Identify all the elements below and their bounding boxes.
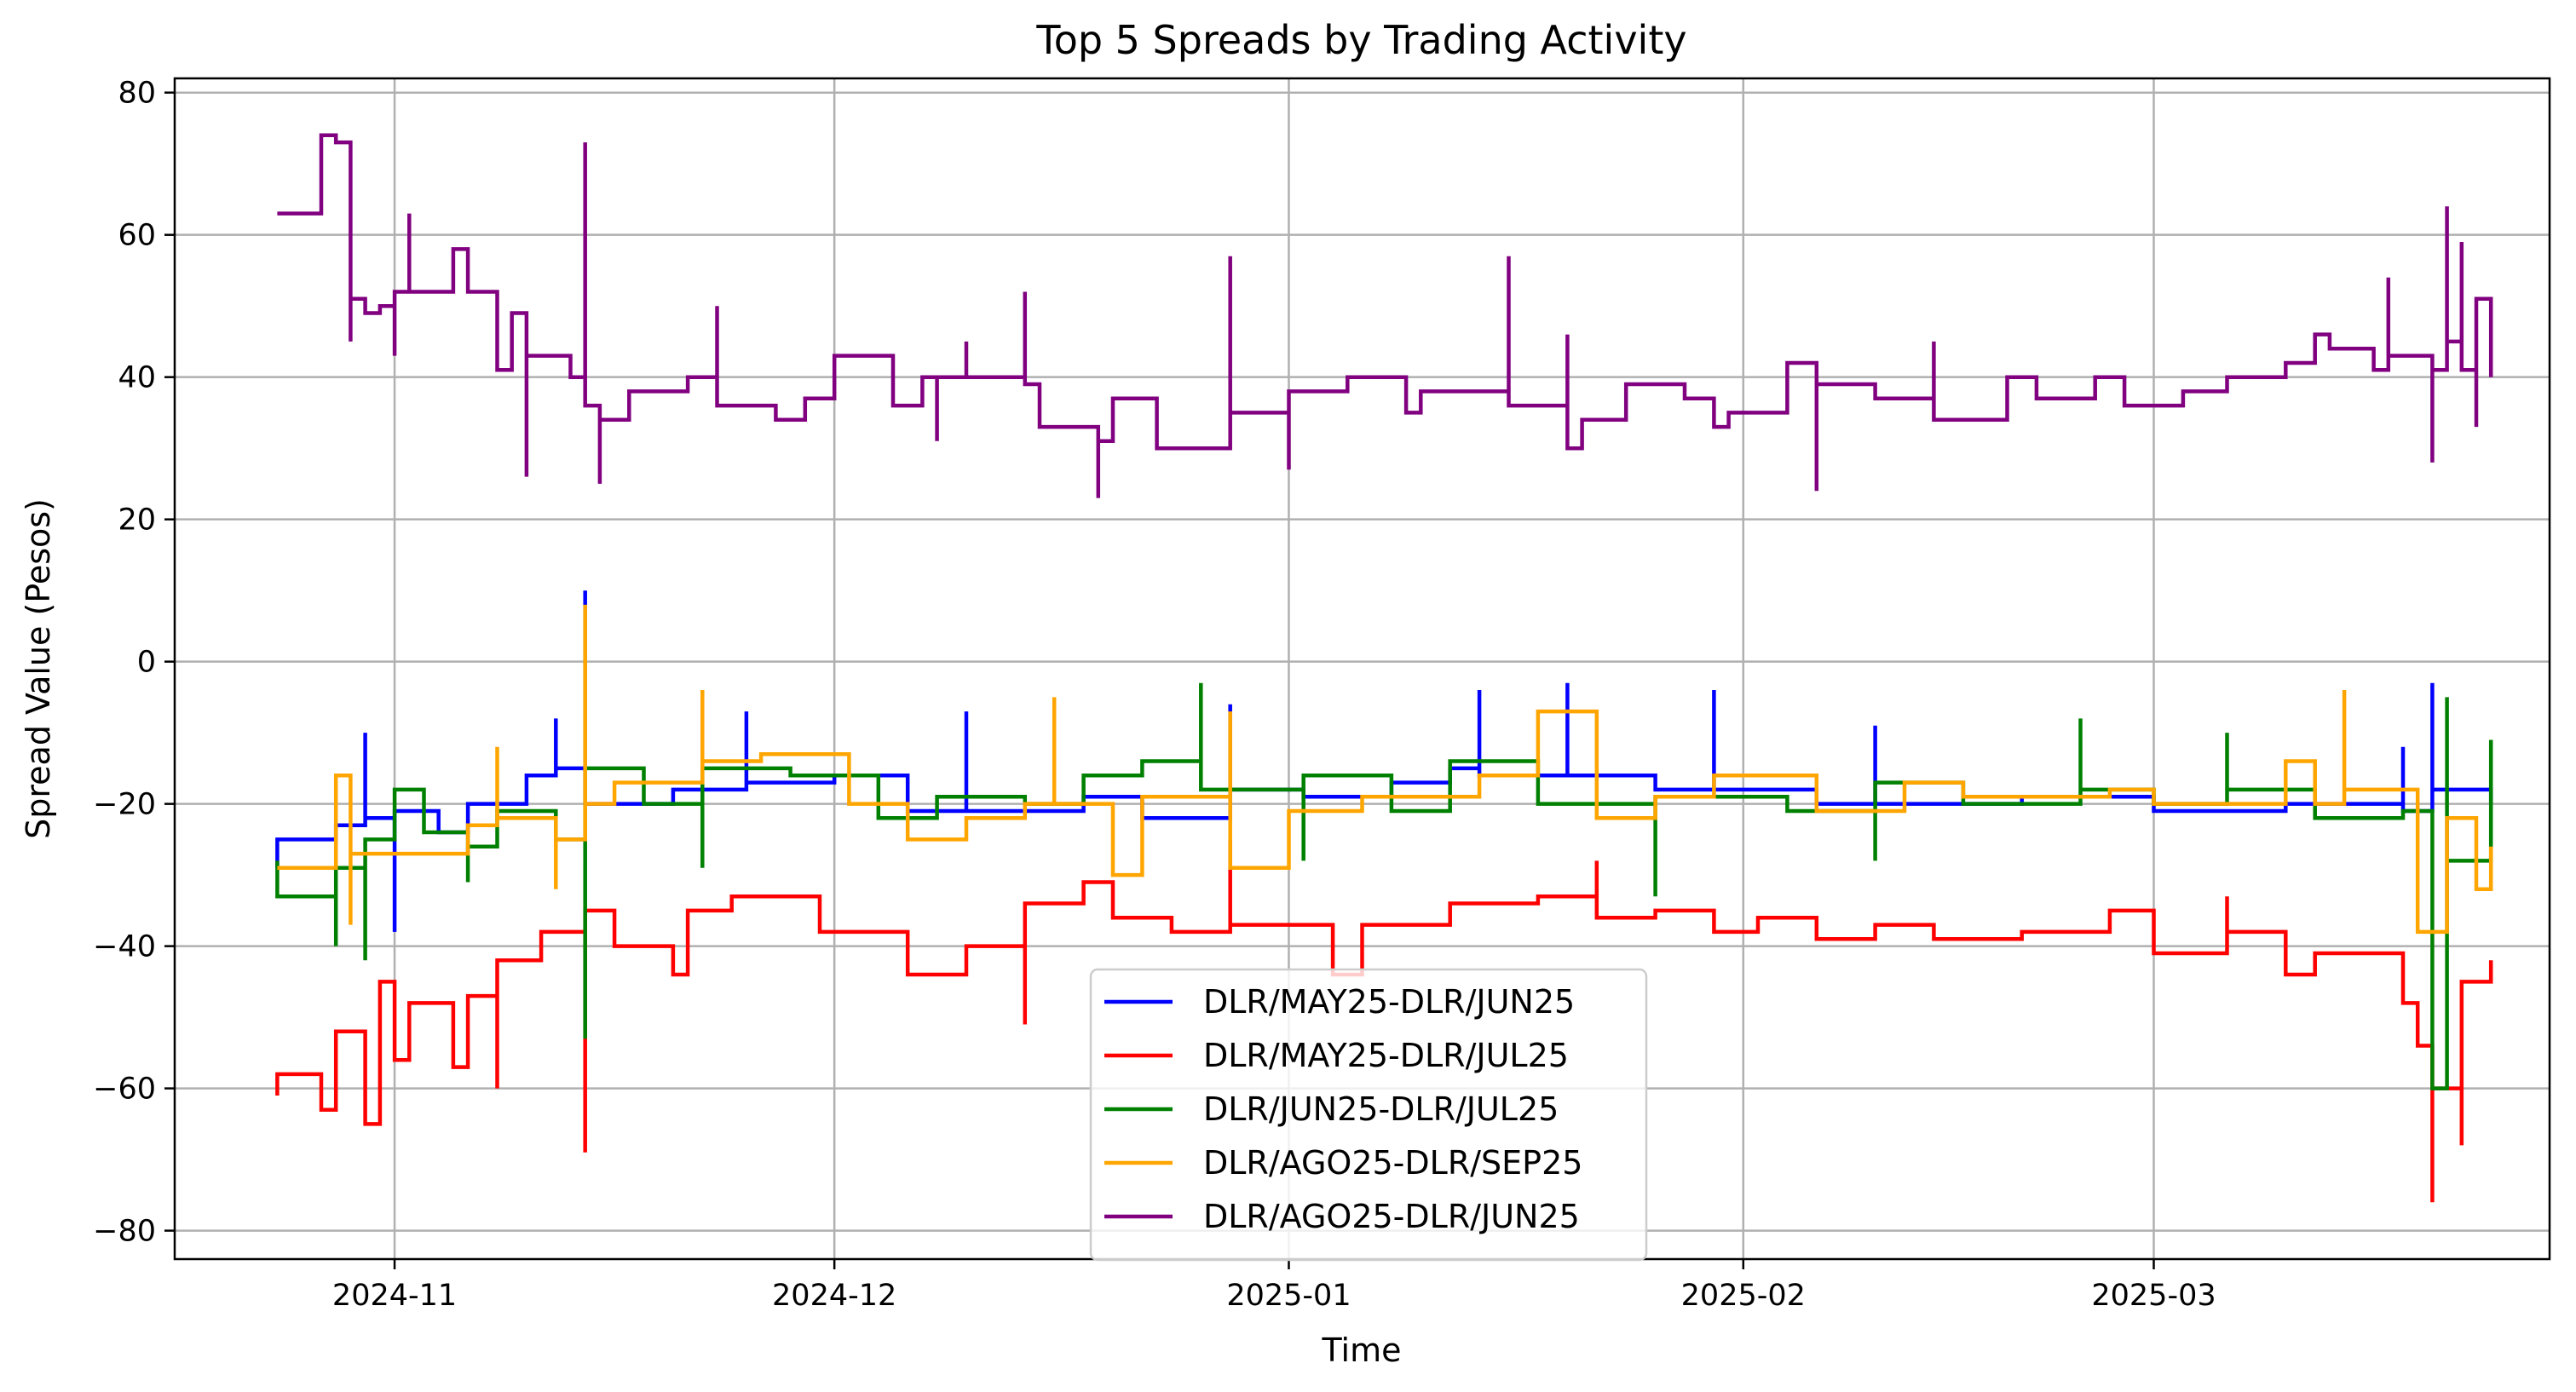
legend-label: DLR/AGO25-DLR/JUN25 <box>1203 1198 1580 1235</box>
legend-label: DLR/JUN25-DLR/JUL25 <box>1203 1090 1559 1128</box>
x-tick-label: 2024-11 <box>332 1279 457 1313</box>
y-tick-label: 60 <box>118 219 156 253</box>
chart-title: Top 5 Spreads by Trading Activity <box>1035 17 1686 63</box>
y-tick-label: 20 <box>118 503 156 538</box>
tick-layer: −80 −60 −40 −20 0 20 40 60 80 2024-11 2024-12 2025-… <box>93 77 2216 1313</box>
series-line-3 <box>275 682 2493 1090</box>
x-tick-label: 2025-01 <box>1226 1279 1351 1313</box>
series-layer <box>275 133 2493 1203</box>
y-tick-label: 80 <box>118 77 156 111</box>
y-tick-label: −80 <box>93 1215 156 1249</box>
legend-label: DLR/AGO25-DLR/SEP25 <box>1203 1144 1582 1182</box>
legend-label: DLR/MAY25-DLR/JUL25 <box>1203 1037 1569 1074</box>
y-tick-label: −20 <box>93 788 156 822</box>
series-line-4 <box>277 604 2493 935</box>
legend-label: DLR/MAY25-DLR/JUN25 <box>1203 983 1575 1021</box>
x-tick-label: 2025-03 <box>2091 1279 2216 1313</box>
series-line-5 <box>277 133 2493 498</box>
series-line-2 <box>275 839 2493 1203</box>
legend: DLR/MAY25-DLR/JUN25 DLR/MAY25-DLR/JUL25 DL… <box>1089 968 1648 1262</box>
x-tick-label: 2024-12 <box>772 1279 896 1313</box>
y-tick-label: −60 <box>93 1073 156 1107</box>
y-tick-label: 0 <box>137 646 156 680</box>
y-tick-label: 40 <box>118 361 156 395</box>
y-axis-label: Spread Value (Pesos) <box>20 498 57 839</box>
y-tick-label: −40 <box>93 930 156 964</box>
x-axis-label: Time <box>1322 1332 1402 1369</box>
legend-box <box>1089 968 1648 1262</box>
x-tick-label: 2025-02 <box>1681 1279 1806 1313</box>
